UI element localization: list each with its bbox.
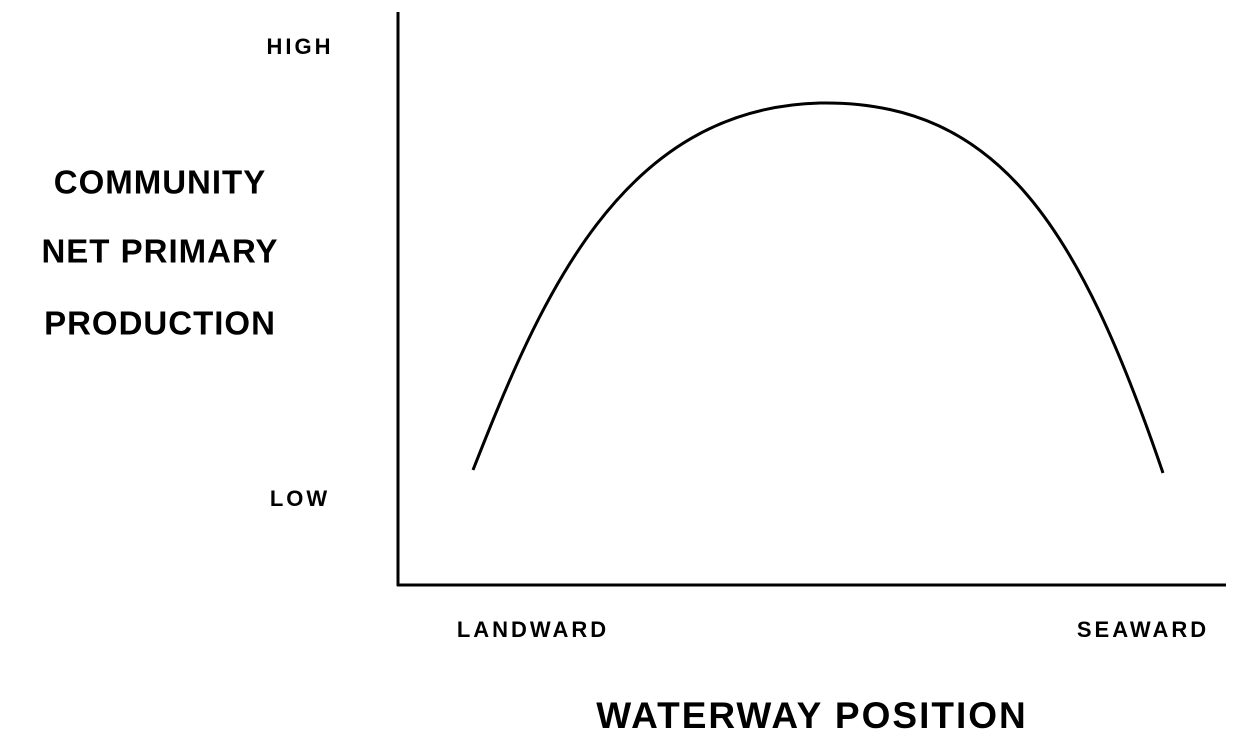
low-label: LOW: [270, 486, 330, 511]
production-curve: [471, 101, 1165, 474]
y-title-line: PRODUCTION: [44, 305, 276, 342]
high-label: HIGH: [267, 34, 334, 59]
y-title-line: NET PRIMARY: [41, 233, 278, 270]
landward-label: LANDWARD: [457, 617, 609, 642]
y-title-line: COMMUNITY: [54, 164, 266, 201]
seaward-label: SEAWARD: [1077, 617, 1209, 642]
x-title: WATERWAY POSITION: [596, 695, 1027, 736]
